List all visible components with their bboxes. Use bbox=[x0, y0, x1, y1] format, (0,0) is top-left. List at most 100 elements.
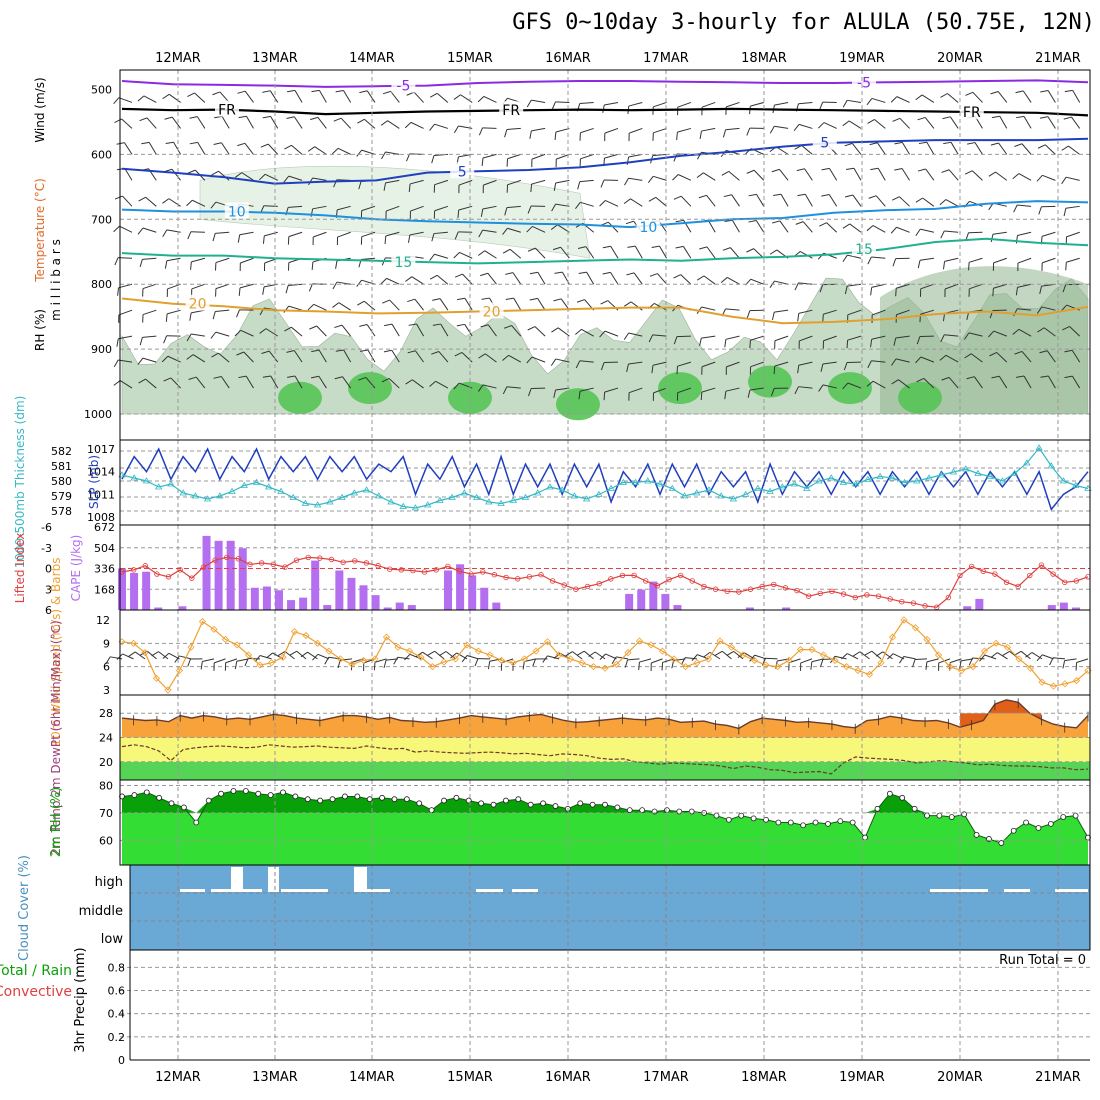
wind-barb-flag bbox=[673, 195, 682, 200]
axis-label-convective: Convective bbox=[0, 984, 72, 1000]
wind-barb-flag bbox=[381, 378, 390, 383]
wind-barb-flag bbox=[189, 116, 198, 119]
wind-barb-flag bbox=[917, 116, 926, 121]
cape-bar bbox=[250, 587, 259, 610]
tick-label: 0 bbox=[118, 1054, 125, 1067]
wind-barb bbox=[998, 142, 1008, 155]
lifted-index-marker bbox=[596, 581, 602, 587]
thickness-marker bbox=[790, 480, 799, 487]
tick-label: 0.4 bbox=[108, 1008, 126, 1021]
rh2m-marker bbox=[280, 789, 286, 796]
wind-barb bbox=[655, 196, 667, 207]
wind-barb bbox=[296, 650, 307, 660]
isotherm-label-bg bbox=[391, 253, 416, 270]
wind-barb bbox=[847, 254, 862, 259]
date-label-bottom: 15MAR bbox=[447, 1070, 493, 1085]
wind-barb bbox=[440, 323, 449, 337]
wind-barb-flag bbox=[210, 331, 217, 339]
wind-barb-flag bbox=[611, 656, 617, 665]
wind-barb bbox=[765, 657, 778, 660]
wind-barb bbox=[531, 99, 546, 103]
wind-speed-marker bbox=[911, 624, 920, 632]
lifted-index-marker bbox=[852, 594, 858, 601]
wind-barb bbox=[572, 651, 583, 660]
wind-barb bbox=[218, 352, 230, 363]
wind-barb-flag bbox=[113, 380, 121, 386]
wind-barb-flag bbox=[504, 207, 508, 216]
wind-barb-flag bbox=[502, 248, 511, 254]
wind-speed-marker bbox=[221, 635, 230, 644]
wind-barb bbox=[750, 101, 764, 107]
tick-label: 672 bbox=[94, 521, 115, 534]
wind-barb bbox=[798, 123, 813, 129]
wind-barb-flag bbox=[940, 93, 948, 98]
thickness-marker bbox=[570, 492, 579, 499]
wind-barb bbox=[288, 283, 303, 286]
wind-barb bbox=[1069, 326, 1081, 337]
wind-barb bbox=[971, 170, 983, 181]
thickness-marker bbox=[656, 480, 664, 487]
wind-barb bbox=[968, 257, 983, 263]
wind-barb bbox=[847, 653, 859, 660]
wind-barb bbox=[142, 357, 157, 363]
date-label-bottom: 13MAR bbox=[252, 1070, 298, 1085]
wind-barb bbox=[524, 658, 537, 662]
thickness-marker bbox=[741, 490, 750, 497]
wind-barb bbox=[728, 171, 740, 181]
date-label-top: 15MAR bbox=[447, 51, 493, 66]
thickness-marker bbox=[411, 504, 420, 511]
wind-barb bbox=[901, 168, 911, 181]
lifted-index-marker bbox=[910, 600, 917, 606]
wind-barb-flag bbox=[925, 661, 928, 670]
cloud-gap-tall bbox=[231, 867, 243, 892]
wind-barb bbox=[202, 658, 215, 663]
rh2m-marker bbox=[849, 819, 856, 826]
wind-speed-marker bbox=[992, 639, 1000, 647]
wind-barb bbox=[361, 231, 376, 238]
wind-barb bbox=[726, 101, 740, 108]
wind-barb bbox=[464, 324, 473, 337]
cloud-fill bbox=[130, 865, 1090, 950]
wind-barb-flag bbox=[262, 90, 271, 93]
lifted-index-marker bbox=[1073, 578, 1080, 584]
wind-speed-marker bbox=[210, 625, 218, 633]
wind-barb-flag bbox=[477, 384, 484, 392]
tick-label: 20 bbox=[99, 756, 113, 769]
wind-barb bbox=[826, 222, 838, 233]
wind-barb-flag bbox=[627, 245, 636, 248]
wind-barb-flag bbox=[844, 142, 853, 147]
wind-barb bbox=[871, 256, 886, 259]
wind-barb bbox=[487, 324, 497, 337]
wind-barb-flag bbox=[477, 250, 485, 256]
wind-barb bbox=[974, 142, 983, 155]
date-label-bottom: 14MAR bbox=[349, 1070, 395, 1085]
wind-barb bbox=[828, 194, 838, 207]
thickness-line bbox=[121, 446, 1089, 509]
wind-speed-marker bbox=[900, 616, 908, 624]
tick-label: 0 bbox=[45, 563, 52, 576]
wind-barb-flag bbox=[623, 198, 631, 204]
wind-barb bbox=[145, 196, 157, 207]
rh2m-marker bbox=[143, 789, 150, 796]
wind-barb bbox=[367, 349, 376, 363]
wind-barb-flag bbox=[673, 336, 678, 345]
wind-barb-flag bbox=[238, 287, 241, 296]
wind-barb bbox=[725, 127, 740, 131]
wind-barb-flag bbox=[649, 273, 658, 277]
isotherm-label: -5 bbox=[857, 75, 871, 91]
wind-barb-flag bbox=[821, 167, 830, 171]
wind-barb bbox=[388, 378, 400, 389]
wind-barb-flag bbox=[502, 227, 508, 235]
wind-barb-flag bbox=[477, 96, 485, 103]
wind-barb-flag bbox=[700, 392, 703, 401]
wind-barb-flag bbox=[867, 119, 875, 124]
wind-barb bbox=[434, 253, 449, 259]
wind-barb bbox=[579, 387, 594, 392]
cape-bar bbox=[782, 607, 791, 610]
wind-barb-flag bbox=[966, 376, 975, 380]
wind-barb-flag bbox=[139, 259, 143, 268]
wind-barb bbox=[531, 127, 546, 132]
wind-barb-flag bbox=[698, 194, 707, 199]
wind-barb-flag bbox=[746, 169, 755, 174]
wind-barb bbox=[416, 323, 425, 337]
